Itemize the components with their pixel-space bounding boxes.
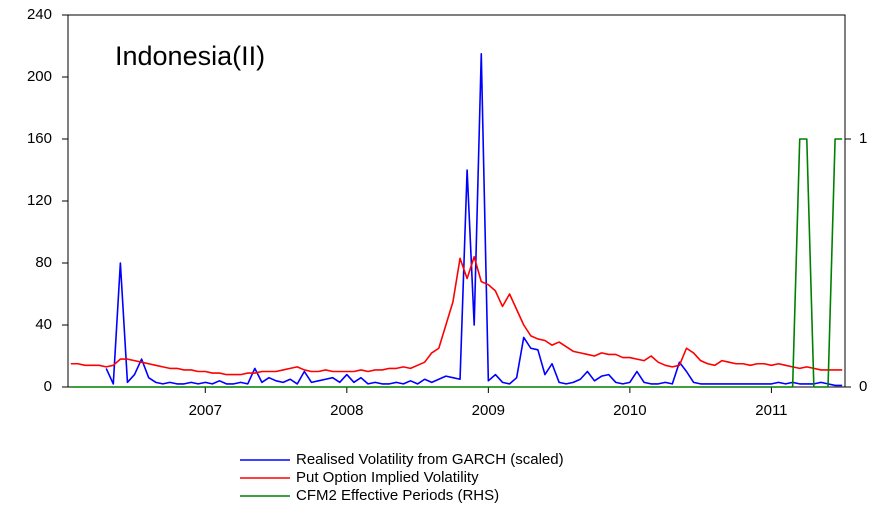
y2-tick-label: 1 (859, 130, 867, 147)
x-tick-label: 2009 (472, 402, 505, 419)
series-line (105, 52, 843, 387)
y-tick-label: 120 (27, 192, 52, 209)
y-tick-label: 240 (27, 6, 52, 23)
x-tick-label: 2010 (613, 402, 646, 419)
y-tick-label: 200 (27, 68, 52, 85)
x-tick-label: 2007 (189, 402, 222, 419)
chart-title: Indonesia(II) (115, 41, 265, 71)
y-tick-label: 0 (44, 378, 52, 395)
y-tick-label: 160 (27, 130, 52, 147)
x-tick-label: 2011 (755, 402, 787, 419)
legend-label: Put Option Implied Volatility (296, 469, 479, 486)
y-tick-label: 80 (35, 254, 52, 271)
y2-tick-label: 0 (859, 378, 867, 395)
series-line (70, 138, 843, 388)
legend-label: Realised Volatility from GARCH (scaled) (296, 451, 564, 468)
y-tick-label: 40 (35, 316, 52, 333)
legend-label: CFM2 Effective Periods (RHS) (296, 487, 499, 504)
series-line (70, 256, 843, 376)
x-tick-label: 2008 (330, 402, 363, 419)
